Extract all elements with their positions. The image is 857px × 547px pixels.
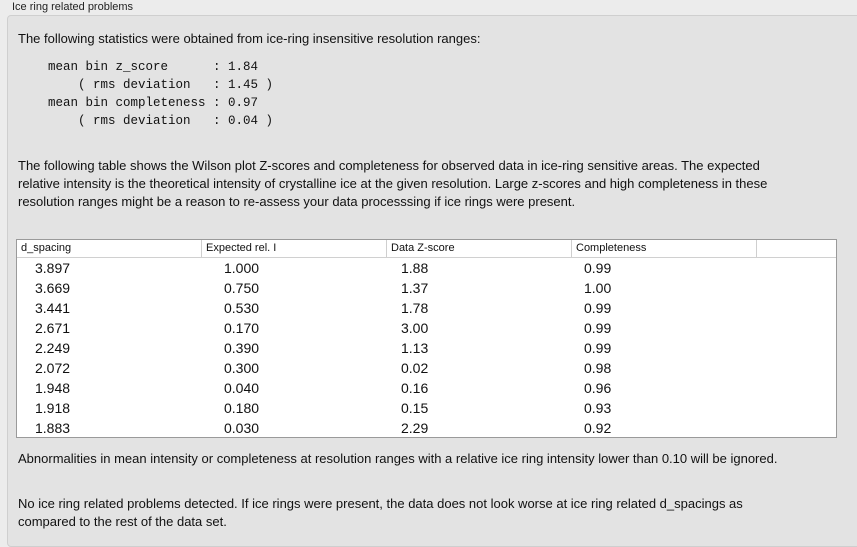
table-row[interactable]: 3.669 0.750 1.37 1.00 [17,278,836,298]
table-intro-text: The following table shows the Wilson plo… [18,158,768,209]
column-header-completeness[interactable]: Completeness [572,240,757,257]
table-cell: 2.249 [35,340,71,356]
ice-ring-table[interactable]: d_spacing Expected rel. I Data Z-score C… [16,239,837,438]
table-cell: 2.671 [35,320,71,336]
table-cell: 0.16 [401,380,429,396]
table-row[interactable]: 2.072 0.300 0.02 0.98 [17,358,836,378]
table-row[interactable]: 1.918 0.180 0.15 0.93 [17,398,836,418]
table-cell: 3.669 [35,280,71,296]
table-header: d_spacing Expected rel. I Data Z-score C… [17,240,836,258]
column-header-data-z-score[interactable]: Data Z-score [387,240,572,257]
table-cell: 1.000 [224,260,260,276]
table-cell: 2.29 [401,420,429,436]
table-cell: 1.78 [401,300,429,316]
table-cell: 3.441 [35,300,71,316]
table-cell: 1.37 [401,280,429,296]
table-row[interactable]: 1.948 0.040 0.16 0.96 [17,378,836,398]
section-title: Ice ring related problems [12,1,134,13]
table-cell: 0.93 [584,400,612,416]
table-cell: 1.883 [35,420,71,436]
table-cell: 3.00 [401,320,429,336]
table-cell: 3.897 [35,260,71,276]
table-cell: 0.99 [584,300,612,316]
stats-block: mean bin z_score : 1.84 ( rms deviation … [48,60,274,128]
table-cell: 0.300 [224,360,260,376]
table-cell: 0.15 [401,400,429,416]
table-row[interactable]: 3.441 0.530 1.78 0.99 [17,298,836,318]
table-cell: 1.88 [401,260,429,276]
table-row[interactable]: 1.883 0.030 2.29 0.92 [17,418,836,438]
column-header-d-spacing[interactable]: d_spacing [17,240,202,257]
note-text: Abnormalities in mean intensity or compl… [18,451,778,466]
table-cell: 0.030 [224,420,260,436]
table-cell: 1.918 [35,400,71,416]
table-cell: 1.00 [584,280,612,296]
table-row[interactable]: 2.671 0.170 3.00 0.99 [17,318,836,338]
table-cell: 1.948 [35,380,71,396]
table-cell: 0.99 [584,260,612,276]
table-cell: 1.13 [401,340,429,356]
table-cell: 2.072 [35,360,71,376]
conclusion-text: No ice ring related problems detected. I… [18,496,743,529]
table-cell: 0.750 [224,280,260,296]
table-cell: 0.96 [584,380,612,396]
table-cell: 0.170 [224,320,260,336]
table-cell: 0.390 [224,340,260,356]
table-cell: 0.99 [584,320,612,336]
column-header-expected-rel-i[interactable]: Expected rel. I [202,240,387,257]
table-row[interactable]: 2.249 0.390 1.13 0.99 [17,338,836,358]
table-cell: 0.02 [401,360,429,376]
table-cell: 0.040 [224,380,260,396]
intro-text: The following statistics were obtained f… [18,31,481,46]
table-cell: 0.98 [584,360,612,376]
table-cell: 0.92 [584,420,612,436]
table-cell: 0.180 [224,400,260,416]
table-cell: 0.530 [224,300,260,316]
table-cell: 0.99 [584,340,612,356]
table-row[interactable]: 3.897 1.000 1.88 0.99 [17,258,836,278]
